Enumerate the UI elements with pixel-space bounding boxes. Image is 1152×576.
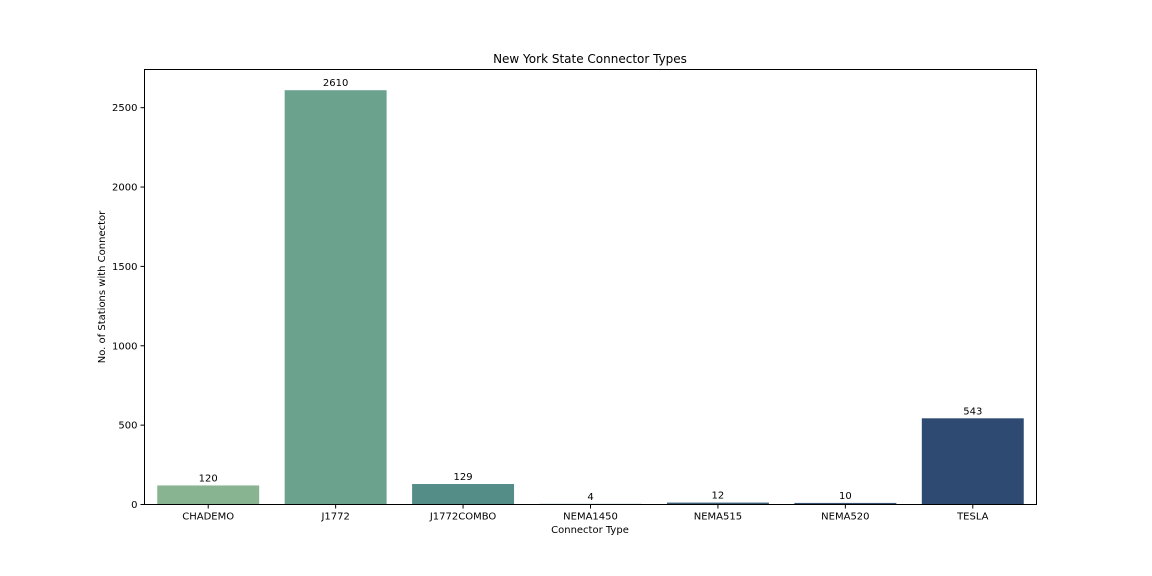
data-label: 10 xyxy=(839,491,852,502)
data-label: 543 xyxy=(963,406,982,417)
bar-chademo xyxy=(157,485,260,505)
x-tick-label: TESLA xyxy=(956,512,989,523)
plot-area: 0 500 1000 1500 2000 2500 CHADEMO 120 J1772 2610 J… xyxy=(112,78,1024,523)
x-tick-label: CHADEMO xyxy=(182,512,234,523)
data-label: 12 xyxy=(712,491,725,502)
x-axis-label: Connector Type xyxy=(551,525,629,536)
data-label: 4 xyxy=(587,492,593,503)
y-tick-label: 0 xyxy=(131,500,137,511)
chart-title: New York State Connector Types xyxy=(493,52,687,66)
data-label: 129 xyxy=(454,472,473,483)
x-tick-label: NEMA515 xyxy=(694,512,742,523)
plot-frame xyxy=(144,69,1037,505)
y-tick-label: 500 xyxy=(118,421,137,432)
data-label: 120 xyxy=(199,473,218,484)
y-tick-label: 2500 xyxy=(112,103,137,114)
bar-j1772combo xyxy=(412,484,515,505)
y-axis-label: No. of Stations with Connector xyxy=(97,210,108,363)
y-tick-label: 1000 xyxy=(112,341,137,352)
bar-j1772 xyxy=(284,90,387,505)
y-tick-label: 2000 xyxy=(112,183,137,194)
data-label: 2610 xyxy=(323,78,348,89)
x-tick-label: J1772 xyxy=(320,512,349,523)
x-tick-label: J1772COMBO xyxy=(429,512,497,523)
x-tick-label: NEMA1450 xyxy=(563,512,618,523)
bar-tesla xyxy=(921,418,1024,505)
y-tick-label: 1500 xyxy=(112,262,137,273)
bar-nema520 xyxy=(794,502,897,505)
x-tick-label: NEMA520 xyxy=(821,512,869,523)
bar-nema515 xyxy=(666,502,769,505)
